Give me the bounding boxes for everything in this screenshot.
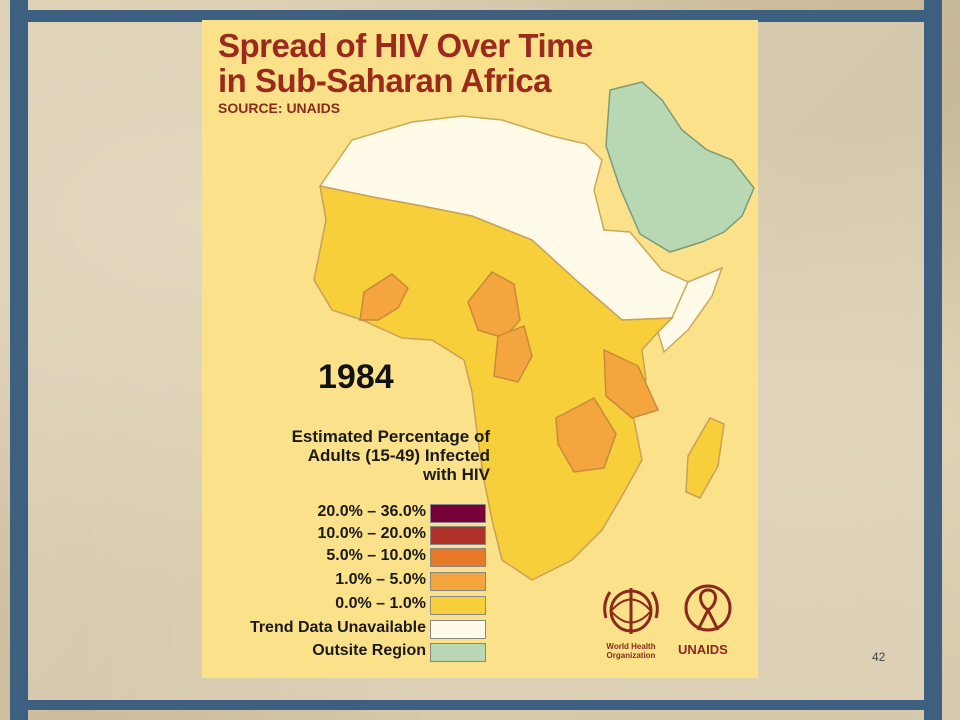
- slide-number: 42: [872, 650, 886, 664]
- legend-item: 10.0% – 20.0%: [202, 524, 492, 546]
- legend-title-line-1: Estimated Percentage of: [291, 427, 490, 446]
- legend-item-label: 5.0% – 10.0%: [326, 547, 426, 564]
- legend-title-line-3: with HIV: [422, 465, 490, 484]
- legend-swatch: [430, 548, 486, 567]
- legend-swatch: [430, 620, 486, 639]
- legend-item-label: 1.0% – 5.0%: [335, 571, 426, 588]
- region-arabia: [605, 81, 755, 253]
- poster-title-line-1: Spread of HIV Over Time: [218, 27, 593, 64]
- who-name-line-1: World Health: [606, 642, 656, 651]
- legend-title-line-2: Adults (15-49) Infected: [307, 446, 490, 465]
- legend-item-label: 0.0% – 1.0%: [335, 595, 426, 612]
- who-logo-text: World Health Organization: [594, 642, 668, 660]
- who-logo-icon: [603, 588, 659, 634]
- hiv-map-poster: Spread of HIV Over Time in Sub-Saharan A…: [202, 20, 758, 678]
- legend-item-label: Trend Data Unavailable: [249, 619, 426, 636]
- poster-title-line-2: in Sub-Saharan Africa: [218, 62, 552, 99]
- region-east-pocket: [603, 348, 660, 419]
- legend-item: 5.0% – 10.0%: [202, 546, 492, 568]
- legend-swatch: [430, 504, 486, 523]
- region-southeast-pocket: [555, 397, 617, 473]
- poster-source: SOURCE: UNAIDS: [218, 100, 341, 116]
- legend-item-label: Outsite Region: [312, 642, 426, 659]
- legend-swatch: [430, 596, 486, 615]
- legend-item-label: 20.0% – 36.0%: [317, 503, 426, 520]
- legend-swatch: [430, 572, 486, 591]
- frame-top: [10, 10, 942, 22]
- legend-item: Outsite Region: [202, 641, 492, 663]
- legend-swatch: [430, 643, 486, 662]
- region-madagascar: [685, 417, 725, 499]
- region-west-pocket: [359, 273, 409, 321]
- legend-swatch: [430, 526, 486, 545]
- legend-item-label: 10.0% – 20.0%: [317, 525, 426, 542]
- map-year: 1984: [318, 358, 394, 396]
- africa-map: [313, 81, 755, 581]
- frame-bottom: [10, 700, 942, 710]
- legend-title: Estimated Percentage of Adults (15-49) I…: [250, 427, 490, 484]
- unaids-logo-text: UNAIDS: [678, 642, 728, 657]
- legend-item: 20.0% – 36.0%: [202, 502, 492, 524]
- legend-item: 0.0% – 1.0%: [202, 594, 492, 616]
- legend-item: Trend Data Unavailable: [202, 618, 492, 640]
- frame-right: [924, 0, 942, 720]
- poster-title: Spread of HIV Over Time in Sub-Saharan A…: [218, 28, 593, 98]
- region-congo-pocket: [493, 325, 533, 383]
- unaids-ribbon-icon: [684, 584, 732, 632]
- who-name-line-2: Organization: [606, 651, 656, 660]
- legend-item: 1.0% – 5.0%: [202, 570, 492, 592]
- frame-left: [10, 0, 28, 720]
